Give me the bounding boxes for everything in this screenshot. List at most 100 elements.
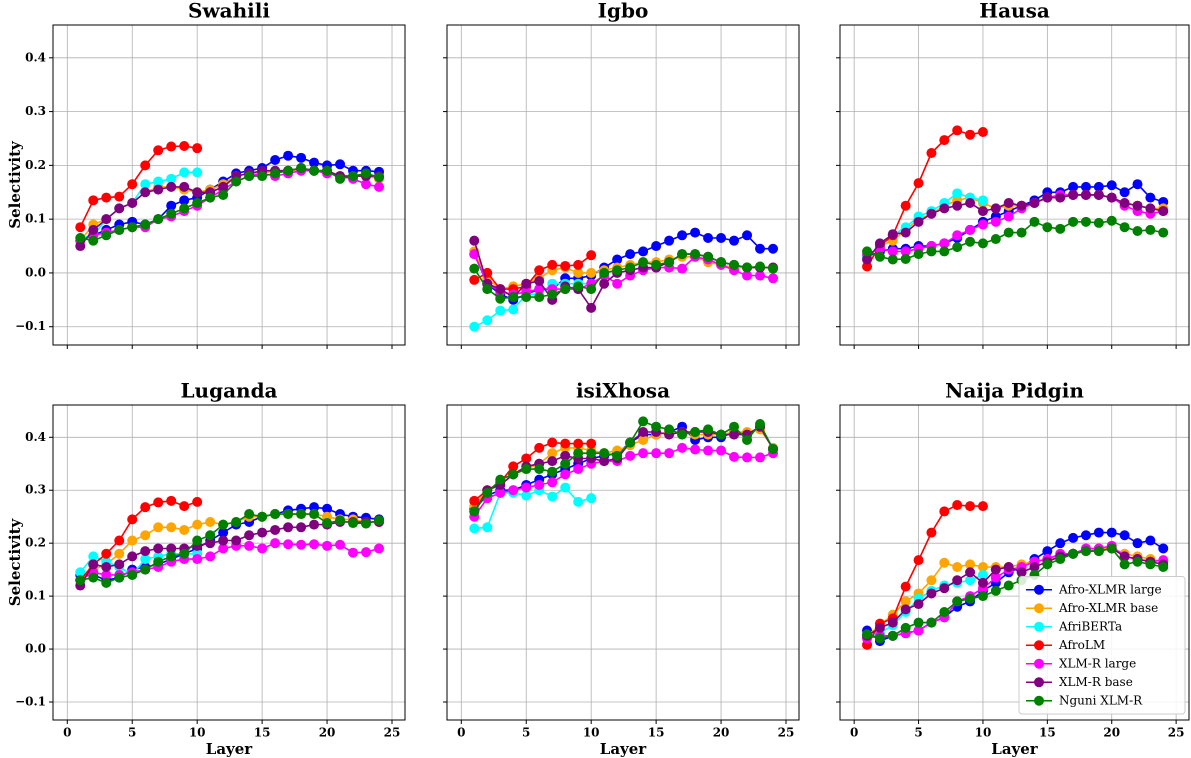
point — [508, 292, 519, 303]
panel-title: Naija Pidgin — [945, 379, 1084, 403]
point — [664, 424, 675, 435]
panel: 0 5 10 15 20 25 isiXhosa Layer — [443, 379, 800, 758]
point — [939, 203, 950, 214]
point — [179, 548, 190, 559]
point — [469, 506, 480, 517]
x-tick-label: 25 — [778, 726, 795, 740]
point — [469, 321, 480, 332]
point — [1042, 222, 1053, 233]
x-axis-label: Layer — [206, 740, 254, 758]
point — [638, 416, 649, 427]
point — [990, 216, 1001, 227]
point — [270, 524, 281, 535]
point — [939, 506, 950, 517]
point — [469, 263, 480, 274]
point — [900, 581, 911, 592]
point — [244, 171, 255, 182]
point — [114, 559, 125, 570]
point — [1055, 538, 1066, 549]
point — [874, 633, 885, 644]
panel: −0.1 0.0 0.1 0.2 0.3 0.4 Swahili Selectivity — [6, 0, 406, 349]
point — [127, 569, 138, 580]
point — [862, 254, 873, 265]
point — [1068, 532, 1079, 543]
point — [677, 429, 688, 440]
point — [205, 517, 216, 527]
y-tick-label: 0.1 — [25, 589, 46, 603]
point — [1106, 192, 1117, 203]
point — [755, 419, 766, 430]
point — [521, 292, 532, 303]
x-tick-label: 10 — [189, 726, 206, 740]
point — [309, 165, 320, 176]
point — [952, 242, 963, 253]
point — [101, 548, 112, 559]
x-axis-label: Layer — [600, 740, 648, 758]
point — [612, 254, 623, 265]
point — [166, 543, 177, 554]
y-axis-label: Selectivity — [6, 140, 24, 229]
point — [179, 203, 190, 214]
legend-marker — [1034, 621, 1044, 632]
point — [192, 198, 203, 209]
point — [374, 181, 385, 192]
point — [977, 219, 988, 230]
y-tick-label: 0.3 — [25, 483, 46, 497]
point — [361, 518, 372, 529]
panel-title: Hausa — [979, 0, 1050, 23]
point — [573, 267, 584, 278]
point — [926, 246, 937, 257]
point — [127, 551, 138, 562]
point — [521, 278, 532, 289]
point — [140, 564, 151, 575]
point — [651, 259, 662, 270]
y-tick-label: 0.3 — [25, 104, 46, 118]
point — [469, 523, 480, 534]
point — [1080, 530, 1091, 541]
point — [1055, 554, 1066, 565]
point — [990, 585, 1001, 596]
point — [874, 238, 885, 249]
point — [361, 168, 372, 179]
point — [88, 551, 99, 562]
point — [88, 235, 99, 246]
point — [521, 482, 532, 493]
point — [1145, 203, 1156, 214]
point — [742, 230, 753, 241]
point — [952, 188, 963, 199]
point — [952, 562, 963, 572]
x-tick-label: 5 — [522, 726, 530, 740]
point — [913, 617, 924, 628]
point — [153, 543, 164, 554]
point — [482, 284, 493, 295]
point — [508, 469, 519, 480]
point — [1132, 179, 1143, 190]
point — [638, 427, 649, 437]
legend-marker — [1034, 603, 1044, 614]
panel: Hausa — [836, 0, 1190, 349]
point — [625, 437, 636, 448]
point — [521, 490, 532, 501]
point — [153, 184, 164, 195]
panel: Igbo — [443, 0, 800, 349]
plot-area — [53, 25, 405, 345]
point — [374, 543, 385, 554]
point — [651, 241, 662, 252]
point — [729, 235, 740, 246]
point — [887, 229, 898, 240]
plot-frame — [446, 24, 800, 346]
y-tick-label: 0.2 — [25, 536, 46, 550]
point — [926, 575, 937, 586]
point — [926, 588, 937, 599]
point — [703, 445, 714, 456]
point — [482, 487, 493, 498]
point — [179, 524, 190, 535]
point — [309, 502, 320, 513]
point — [335, 173, 346, 184]
point — [1158, 543, 1169, 554]
point — [716, 445, 727, 456]
point — [166, 181, 177, 192]
point — [599, 456, 610, 467]
point — [166, 208, 177, 219]
point — [1132, 200, 1143, 211]
